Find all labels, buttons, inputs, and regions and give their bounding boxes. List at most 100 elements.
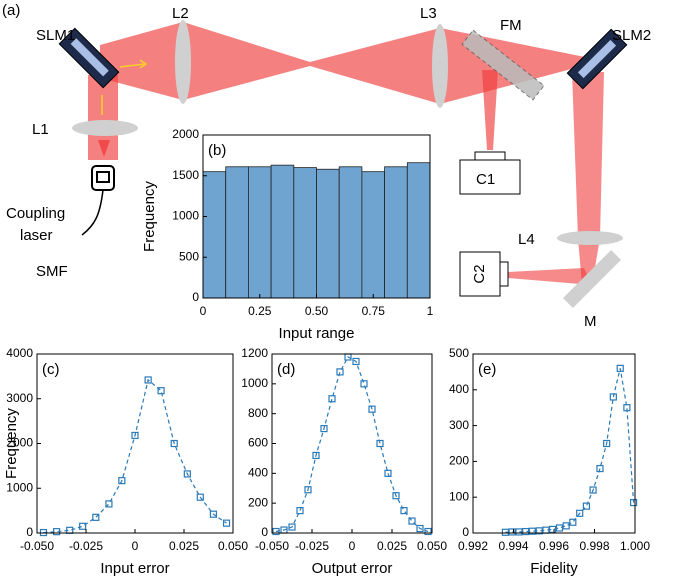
marker xyxy=(589,486,597,494)
y-tick-label: 0 xyxy=(261,525,268,539)
x-axis-label: Input range xyxy=(279,325,355,342)
y-tick-label: 600 xyxy=(248,436,268,450)
x-tick-label: 0.50 xyxy=(305,304,329,318)
slm2-screen xyxy=(577,39,617,79)
x-axis-label: Input error xyxy=(100,560,169,577)
fiber xyxy=(81,189,104,236)
marker xyxy=(569,518,577,526)
marker xyxy=(52,528,61,536)
marker xyxy=(157,387,165,395)
marker xyxy=(352,357,360,366)
y-tick-label: 200 xyxy=(248,495,268,509)
x-tick-label: 1.000 xyxy=(620,539,650,553)
x-axis-label: Fidelity xyxy=(530,560,578,577)
marker xyxy=(272,527,280,536)
marker xyxy=(296,507,304,515)
arrow xyxy=(139,59,148,69)
marker xyxy=(596,464,604,473)
y-tick-label: 0 xyxy=(462,525,469,539)
label: laser xyxy=(20,227,53,244)
marker xyxy=(522,527,530,536)
marker xyxy=(79,522,87,530)
line xyxy=(43,378,227,534)
x-tick-label: 0.75 xyxy=(362,304,386,318)
marker xyxy=(576,509,584,517)
panel-label: (d) xyxy=(277,361,295,378)
marker xyxy=(515,528,523,536)
marker xyxy=(105,500,113,508)
optical-setup: (a) SLM1 L2 L3 FM SLM2 L1 C1 Coupling la… xyxy=(2,2,651,330)
beam xyxy=(88,75,118,160)
plot-frame xyxy=(271,353,433,534)
marker xyxy=(416,524,424,533)
marker xyxy=(92,513,100,521)
lens-l1 xyxy=(72,120,138,136)
marker xyxy=(320,424,328,433)
lens-l4 xyxy=(557,231,623,245)
beam xyxy=(100,22,310,100)
x-tick-label: 0 xyxy=(132,539,139,553)
marker xyxy=(384,469,392,477)
marker xyxy=(408,517,416,525)
y-tick-label: 200 xyxy=(449,454,469,468)
y-tick-label: 500 xyxy=(179,249,199,263)
beam xyxy=(482,70,498,150)
label: SLM1 xyxy=(36,27,75,44)
line xyxy=(505,368,635,533)
marker xyxy=(392,492,400,500)
y-tick-label: 0 xyxy=(192,290,199,304)
y-tick-label: 2000 xyxy=(172,127,199,141)
plot-frame xyxy=(472,353,636,534)
camera-c2 xyxy=(499,261,509,287)
camera-c1 xyxy=(459,159,521,195)
x-tick-label: 0.998 xyxy=(579,539,609,553)
y-axis-label: Frequency xyxy=(3,408,20,479)
x-tick-label: 1 xyxy=(427,304,434,318)
bar xyxy=(270,164,295,299)
chart: 0 100 200 300 400 500 0.992 0.994 0.996 0.998 1.00… xyxy=(449,346,650,577)
bar xyxy=(293,167,317,299)
marker xyxy=(424,527,432,536)
marker xyxy=(609,393,617,401)
lens-l2 xyxy=(175,20,191,104)
panel-label: (a) xyxy=(2,2,20,19)
flip-mirror xyxy=(461,29,545,101)
label: L4 xyxy=(518,231,535,248)
panel-label: (b) xyxy=(208,142,226,159)
slm1-screen xyxy=(70,38,109,77)
x-tick-label: -0.025 xyxy=(295,539,329,553)
y-tick-label: 1500 xyxy=(172,168,199,182)
marker xyxy=(623,404,631,412)
mirror xyxy=(563,250,621,308)
bar xyxy=(384,166,408,299)
y-tick-label: 800 xyxy=(248,406,268,420)
x-tick-label: 0.996 xyxy=(539,539,569,553)
marker xyxy=(360,380,368,388)
lens-l3 xyxy=(432,24,448,108)
label: SMF xyxy=(36,263,68,280)
marker xyxy=(196,493,204,501)
marker xyxy=(118,477,126,485)
label: M xyxy=(584,313,597,330)
marker xyxy=(312,451,320,460)
bar xyxy=(247,166,272,299)
chart: 0 1000 2000 3000 4000 -0.050 -0.025 0 0.025 0.050… xyxy=(3,346,248,577)
label: FM xyxy=(500,17,522,34)
x-tick-label: 0.025 xyxy=(377,539,407,553)
chart: 0 200 400 600 800 1000 1200 -0.050 -0.025 0 0.025 0… xyxy=(241,346,447,577)
marker xyxy=(535,527,543,535)
marker xyxy=(336,368,344,376)
y-tick-label: 3000 xyxy=(6,391,33,405)
beam xyxy=(310,28,590,104)
marker xyxy=(582,502,591,510)
marker xyxy=(209,510,217,518)
marker xyxy=(144,376,152,384)
plot-frame xyxy=(36,353,234,534)
y-tick-label: 1200 xyxy=(241,346,268,360)
arrow xyxy=(119,63,146,68)
y-axis-label: Frequency xyxy=(141,181,158,252)
panel-label: (c) xyxy=(42,361,60,378)
beam xyxy=(572,72,604,238)
